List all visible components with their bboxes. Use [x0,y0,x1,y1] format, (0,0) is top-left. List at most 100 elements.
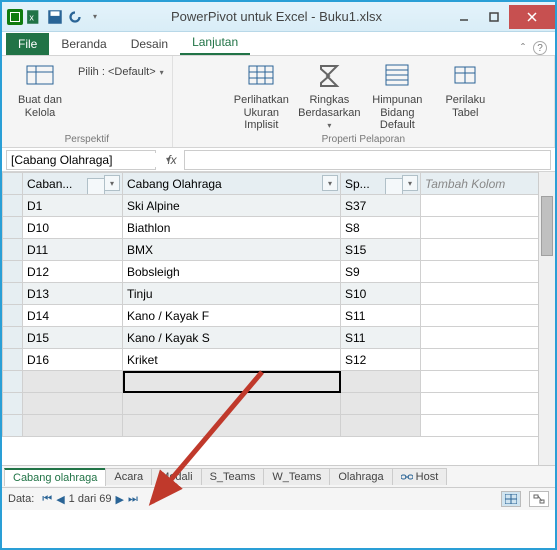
row-selector[interactable] [3,217,23,239]
perspective-select[interactable]: Pilih : <Default> ▾ [76,64,166,80]
row-selector[interactable] [3,283,23,305]
cell-addcol[interactable] [421,305,555,327]
tab-beranda[interactable]: Beranda [49,33,118,55]
column-header-c2[interactable]: Cabang Olahraga▾ [123,173,341,195]
sheet-tab-cabang-olahraga[interactable]: Cabang olahraga [4,468,106,486]
row-selector[interactable] [3,349,23,371]
sheet-tab-acara[interactable]: Acara [105,468,152,485]
table-row[interactable]: D16KriketS12 [3,349,555,371]
show-implicit-button[interactable]: Perlihatkan Ukuran Implisit [229,58,293,132]
vertical-scrollbar[interactable] [538,172,555,465]
cell-c3[interactable]: S11 [341,327,421,349]
filter-dropdown-icon[interactable]: ▾ [104,175,120,191]
view-grid-button[interactable] [501,491,521,507]
cell-c3[interactable]: S15 [341,239,421,261]
ribbon-collapse-icon[interactable]: ˆ [521,41,525,55]
data-grid: Caban...▾ Cabang Olahraga▾ Sp...▾ Tambah… [2,172,555,466]
select-all-corner[interactable] [3,173,23,195]
table-row[interactable]: D13TinjuS10 [3,283,555,305]
table-row[interactable]: D1Ski AlpineS37 [3,195,555,217]
row-selector[interactable] [3,195,23,217]
sheet-tab-host[interactable]: Host [392,468,448,485]
group-label-reporting: Properti Pelaporan [322,132,405,147]
cell-c1[interactable]: D12 [23,261,123,283]
table-behavior-button[interactable]: Perilaku Tabel [433,58,497,119]
nav-last-icon[interactable]: ⏭ [128,493,138,506]
cell-addcol[interactable] [421,195,555,217]
cell-c3[interactable]: S11 [341,305,421,327]
cell-c2[interactable]: Tinju [123,283,341,305]
cell-c2[interactable]: Kriket [123,349,341,371]
cell-c1[interactable]: D14 [23,305,123,327]
table-row[interactable]: D15Kano / Kayak SS11 [3,327,555,349]
default-fieldset-button[interactable]: Himpunan Bidang Default [365,58,429,132]
cell-addcol[interactable] [421,217,555,239]
save-icon[interactable] [46,8,64,26]
qat-dropdown-icon[interactable]: ▾ [86,8,104,26]
sheet-tab-s-teams[interactable]: S_Teams [201,468,265,485]
cell-c2[interactable]: Kano / Kayak F [123,305,341,327]
row-selector[interactable] [3,327,23,349]
sheet-tab-w-teams[interactable]: W_Teams [263,468,330,485]
table-row[interactable]: D11BMXS15 [3,239,555,261]
cell-c3[interactable]: S37 [341,195,421,217]
minimize-button[interactable] [449,5,479,29]
add-column-header[interactable]: Tambah Kolom [421,173,555,195]
name-box-input[interactable] [11,153,166,167]
cell-addcol[interactable] [421,239,555,261]
cell-c1[interactable]: D10 [23,217,123,239]
tab-desain[interactable]: Desain [119,33,180,55]
scrollbar-thumb[interactable] [541,196,553,256]
cell-addcol[interactable] [421,327,555,349]
name-box[interactable]: ▾ [6,150,156,170]
cell-c1[interactable]: D11 [23,239,123,261]
cell-c3[interactable]: S9 [341,261,421,283]
cell-c2[interactable]: Ski Alpine [123,195,341,217]
column-header-c3[interactable]: Sp...▾ [341,173,421,195]
cell-c2[interactable] [123,371,341,393]
cell-c3[interactable]: S12 [341,349,421,371]
sheet-tab-olahraga[interactable]: Olahraga [329,468,392,485]
filter-dropdown-icon[interactable]: ▾ [402,175,418,191]
maximize-button[interactable] [479,5,509,29]
cell-c2[interactable] [123,393,341,415]
tab-lanjutan[interactable]: Lanjutan [180,31,250,55]
cell-addcol[interactable] [421,283,555,305]
nav-first-icon[interactable]: ⏮ [42,493,52,506]
close-button[interactable] [509,5,555,29]
cell-c2[interactable]: Biathlon [123,217,341,239]
table-row[interactable]: D10BiathlonS8 [3,217,555,239]
fx-icon[interactable]: fx [160,153,184,167]
cell-c1[interactable]: D15 [23,327,123,349]
cell-c2[interactable]: Bobsleigh [123,261,341,283]
view-diagram-button[interactable] [529,491,549,507]
cell-addcol[interactable] [421,261,555,283]
cell-c1[interactable]: D1 [23,195,123,217]
filter-dropdown-icon[interactable]: ▾ [322,175,338,191]
table-row[interactable]: D14Kano / Kayak FS11 [3,305,555,327]
excel-icon[interactable]: x [26,8,44,26]
formula-input-wrap[interactable] [184,150,551,170]
cell-c2[interactable] [123,415,341,437]
cell-c3[interactable]: S8 [341,217,421,239]
refresh-icon[interactable] [66,8,84,26]
table-row[interactable]: D12BobsleighS9 [3,261,555,283]
cell-c3[interactable]: S10 [341,283,421,305]
nav-next-icon[interactable]: ▶ [115,493,123,506]
help-icon[interactable]: ? [533,41,547,55]
formula-input[interactable] [189,151,546,165]
sheet-tab-medali[interactable]: Medali [151,468,201,485]
create-manage-button[interactable]: Buat dan Kelola [8,58,72,119]
cell-c1[interactable]: D13 [23,283,123,305]
summarize-button[interactable]: Ringkas Berdasarkan ▾ [297,58,361,132]
tab-file[interactable]: File [6,33,49,55]
row-selector[interactable] [3,261,23,283]
nav-prev-icon[interactable]: ◀ [56,493,64,506]
cell-addcol[interactable] [421,349,555,371]
cell-c1[interactable]: D16 [23,349,123,371]
cell-c2[interactable]: BMX [123,239,341,261]
row-selector[interactable] [3,239,23,261]
row-selector[interactable] [3,305,23,327]
cell-c2[interactable]: Kano / Kayak S [123,327,341,349]
column-header-c1[interactable]: Caban...▾ [23,173,123,195]
